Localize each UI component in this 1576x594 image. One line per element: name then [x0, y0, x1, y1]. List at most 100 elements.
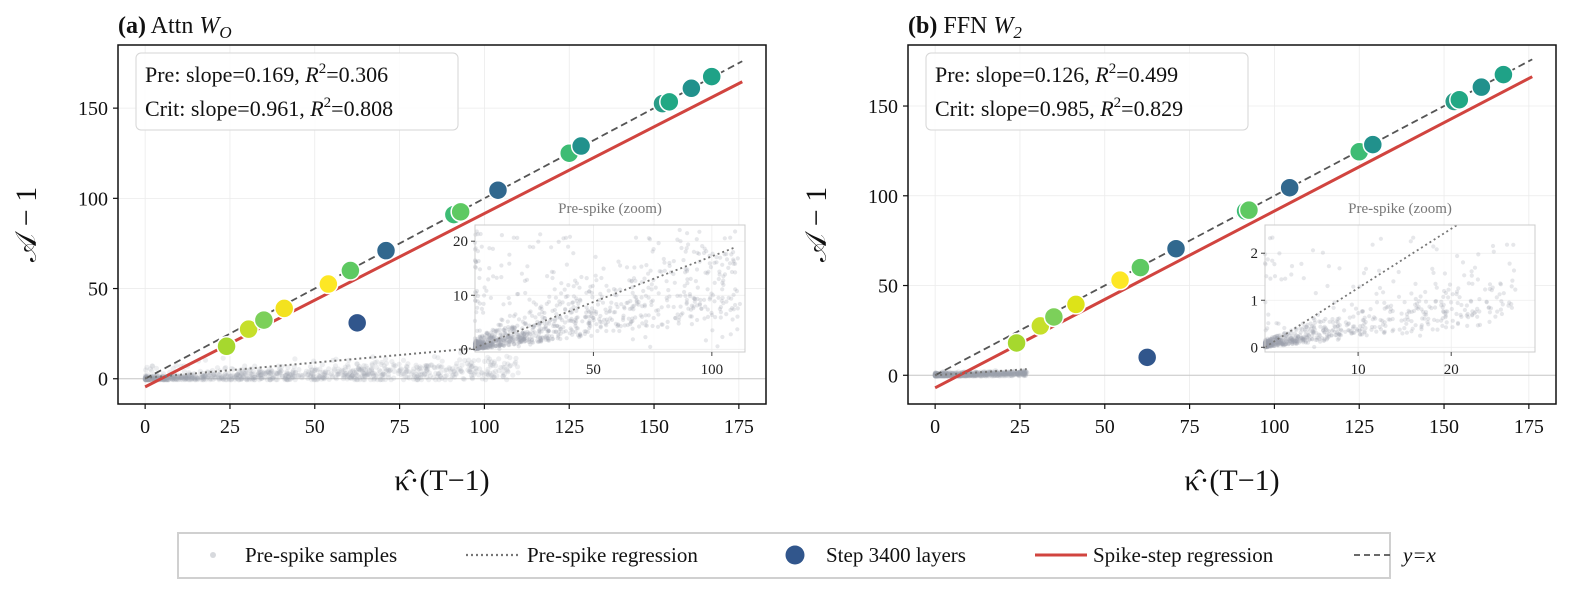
pre-spike-sample — [285, 374, 291, 380]
x-tick-label: 75 — [390, 416, 410, 438]
pre-spike-sample — [216, 376, 222, 382]
inset-sample — [595, 328, 600, 334]
inset-sample — [499, 233, 504, 238]
pre-spike-sample — [983, 372, 990, 378]
inset-sample — [476, 345, 481, 350]
inset-sample — [1434, 247, 1439, 252]
inset-sample — [579, 274, 584, 280]
inset-sample — [1402, 300, 1407, 305]
pre-spike-sample — [260, 374, 266, 380]
pre-spike-sample — [1006, 373, 1012, 379]
pre-spike-sample — [377, 377, 383, 383]
pre-spike-sample — [262, 369, 268, 375]
inset-sample — [520, 336, 525, 341]
inset-sample — [662, 260, 667, 265]
inset-sample — [561, 329, 566, 334]
inset-sample — [1283, 338, 1288, 343]
inset-sample — [477, 275, 482, 281]
inset-sample — [1280, 342, 1285, 347]
pre-spike-sample — [449, 373, 455, 379]
pre-spike-sample — [200, 377, 206, 383]
pre-spike-sample — [242, 370, 249, 376]
pre-spike-sample — [250, 375, 256, 381]
inset-sample — [1477, 322, 1483, 327]
inset-sample — [604, 328, 609, 334]
inset-sample — [684, 300, 689, 305]
pre-spike-sample — [994, 372, 1001, 378]
pre-spike-sample — [320, 374, 326, 380]
pre-spike-sample — [1015, 370, 1021, 376]
inset-sample — [540, 315, 545, 320]
inset-sample — [697, 302, 702, 307]
pre-spike-sample — [347, 375, 353, 381]
pre-spike-sample — [262, 375, 268, 381]
inset-sample — [475, 293, 481, 299]
inset-sample — [708, 295, 713, 300]
pre-spike-sample — [415, 377, 421, 383]
pre-spike-sample — [307, 374, 313, 380]
pre-spike-sample — [295, 373, 302, 379]
inset-sample — [531, 340, 536, 345]
inset-sample — [475, 342, 480, 348]
inset-sample — [1296, 336, 1301, 341]
pre-spike-sample — [457, 357, 463, 363]
inset-sample — [539, 326, 544, 331]
pre-spike-sample — [469, 376, 476, 382]
inset-sample — [1318, 339, 1323, 344]
inset-sample — [1409, 309, 1414, 314]
pre-spike-sample — [380, 372, 386, 378]
inset-sample — [644, 263, 649, 268]
pre-spike-sample — [164, 377, 170, 383]
inset-sample — [580, 319, 585, 324]
inset-sample — [611, 328, 616, 333]
inset-sample — [520, 337, 525, 342]
inset-sample — [537, 327, 542, 332]
inset-sample — [1271, 342, 1276, 347]
inset-sample — [537, 338, 542, 344]
pre-spike-sample — [451, 369, 457, 375]
inset-sample — [733, 229, 738, 234]
inset-sample — [1456, 286, 1461, 291]
stats-crit-line: Crit: slope=0.961, R2=0.808 — [145, 95, 393, 121]
inset-sample — [1449, 300, 1454, 305]
inset-sample — [547, 318, 553, 323]
pre-spike-sample — [273, 370, 279, 376]
pre-spike-sample — [976, 371, 982, 377]
inset-sample — [1275, 339, 1280, 345]
pre-spike-sample — [282, 375, 289, 381]
inset-sample — [649, 282, 654, 287]
inset-sample — [1464, 303, 1469, 308]
pre-spike-sample — [970, 373, 976, 379]
inset-sample — [1313, 337, 1318, 343]
inset-sample — [1286, 338, 1291, 343]
inset-sample — [507, 301, 512, 306]
pre-spike-sample — [413, 374, 419, 380]
pre-spike-sample — [1000, 373, 1006, 379]
inset-sample — [1416, 304, 1421, 309]
x-tick-label: 175 — [724, 416, 754, 438]
pre-spike-sample — [982, 371, 988, 377]
inset-sample — [1378, 317, 1383, 323]
inset-sample — [719, 298, 724, 303]
inset-sample — [1475, 314, 1480, 319]
pre-spike-sample — [405, 361, 411, 367]
inset-sample — [1440, 323, 1445, 328]
pre-spike-sample — [259, 375, 265, 382]
pre-spike-sample — [171, 377, 178, 383]
inset-sample — [1279, 342, 1284, 348]
inset-sample — [1279, 341, 1284, 346]
pre-spike-sample — [371, 370, 377, 376]
pre-spike-sample — [1017, 370, 1023, 376]
inset-sample — [564, 314, 569, 319]
inset-sample — [574, 308, 579, 313]
inset-sample — [477, 346, 482, 351]
pre-spike-sample — [290, 374, 296, 380]
pre-spike-sample — [947, 371, 953, 377]
inset-sample — [597, 317, 602, 322]
pre-spike-sample — [953, 369, 959, 376]
pre-spike-sample — [493, 363, 499, 369]
pre-spike-sample — [258, 370, 264, 376]
pre-spike-sample — [336, 371, 342, 377]
inset-sample — [1325, 328, 1330, 333]
inset-sample — [486, 343, 491, 348]
